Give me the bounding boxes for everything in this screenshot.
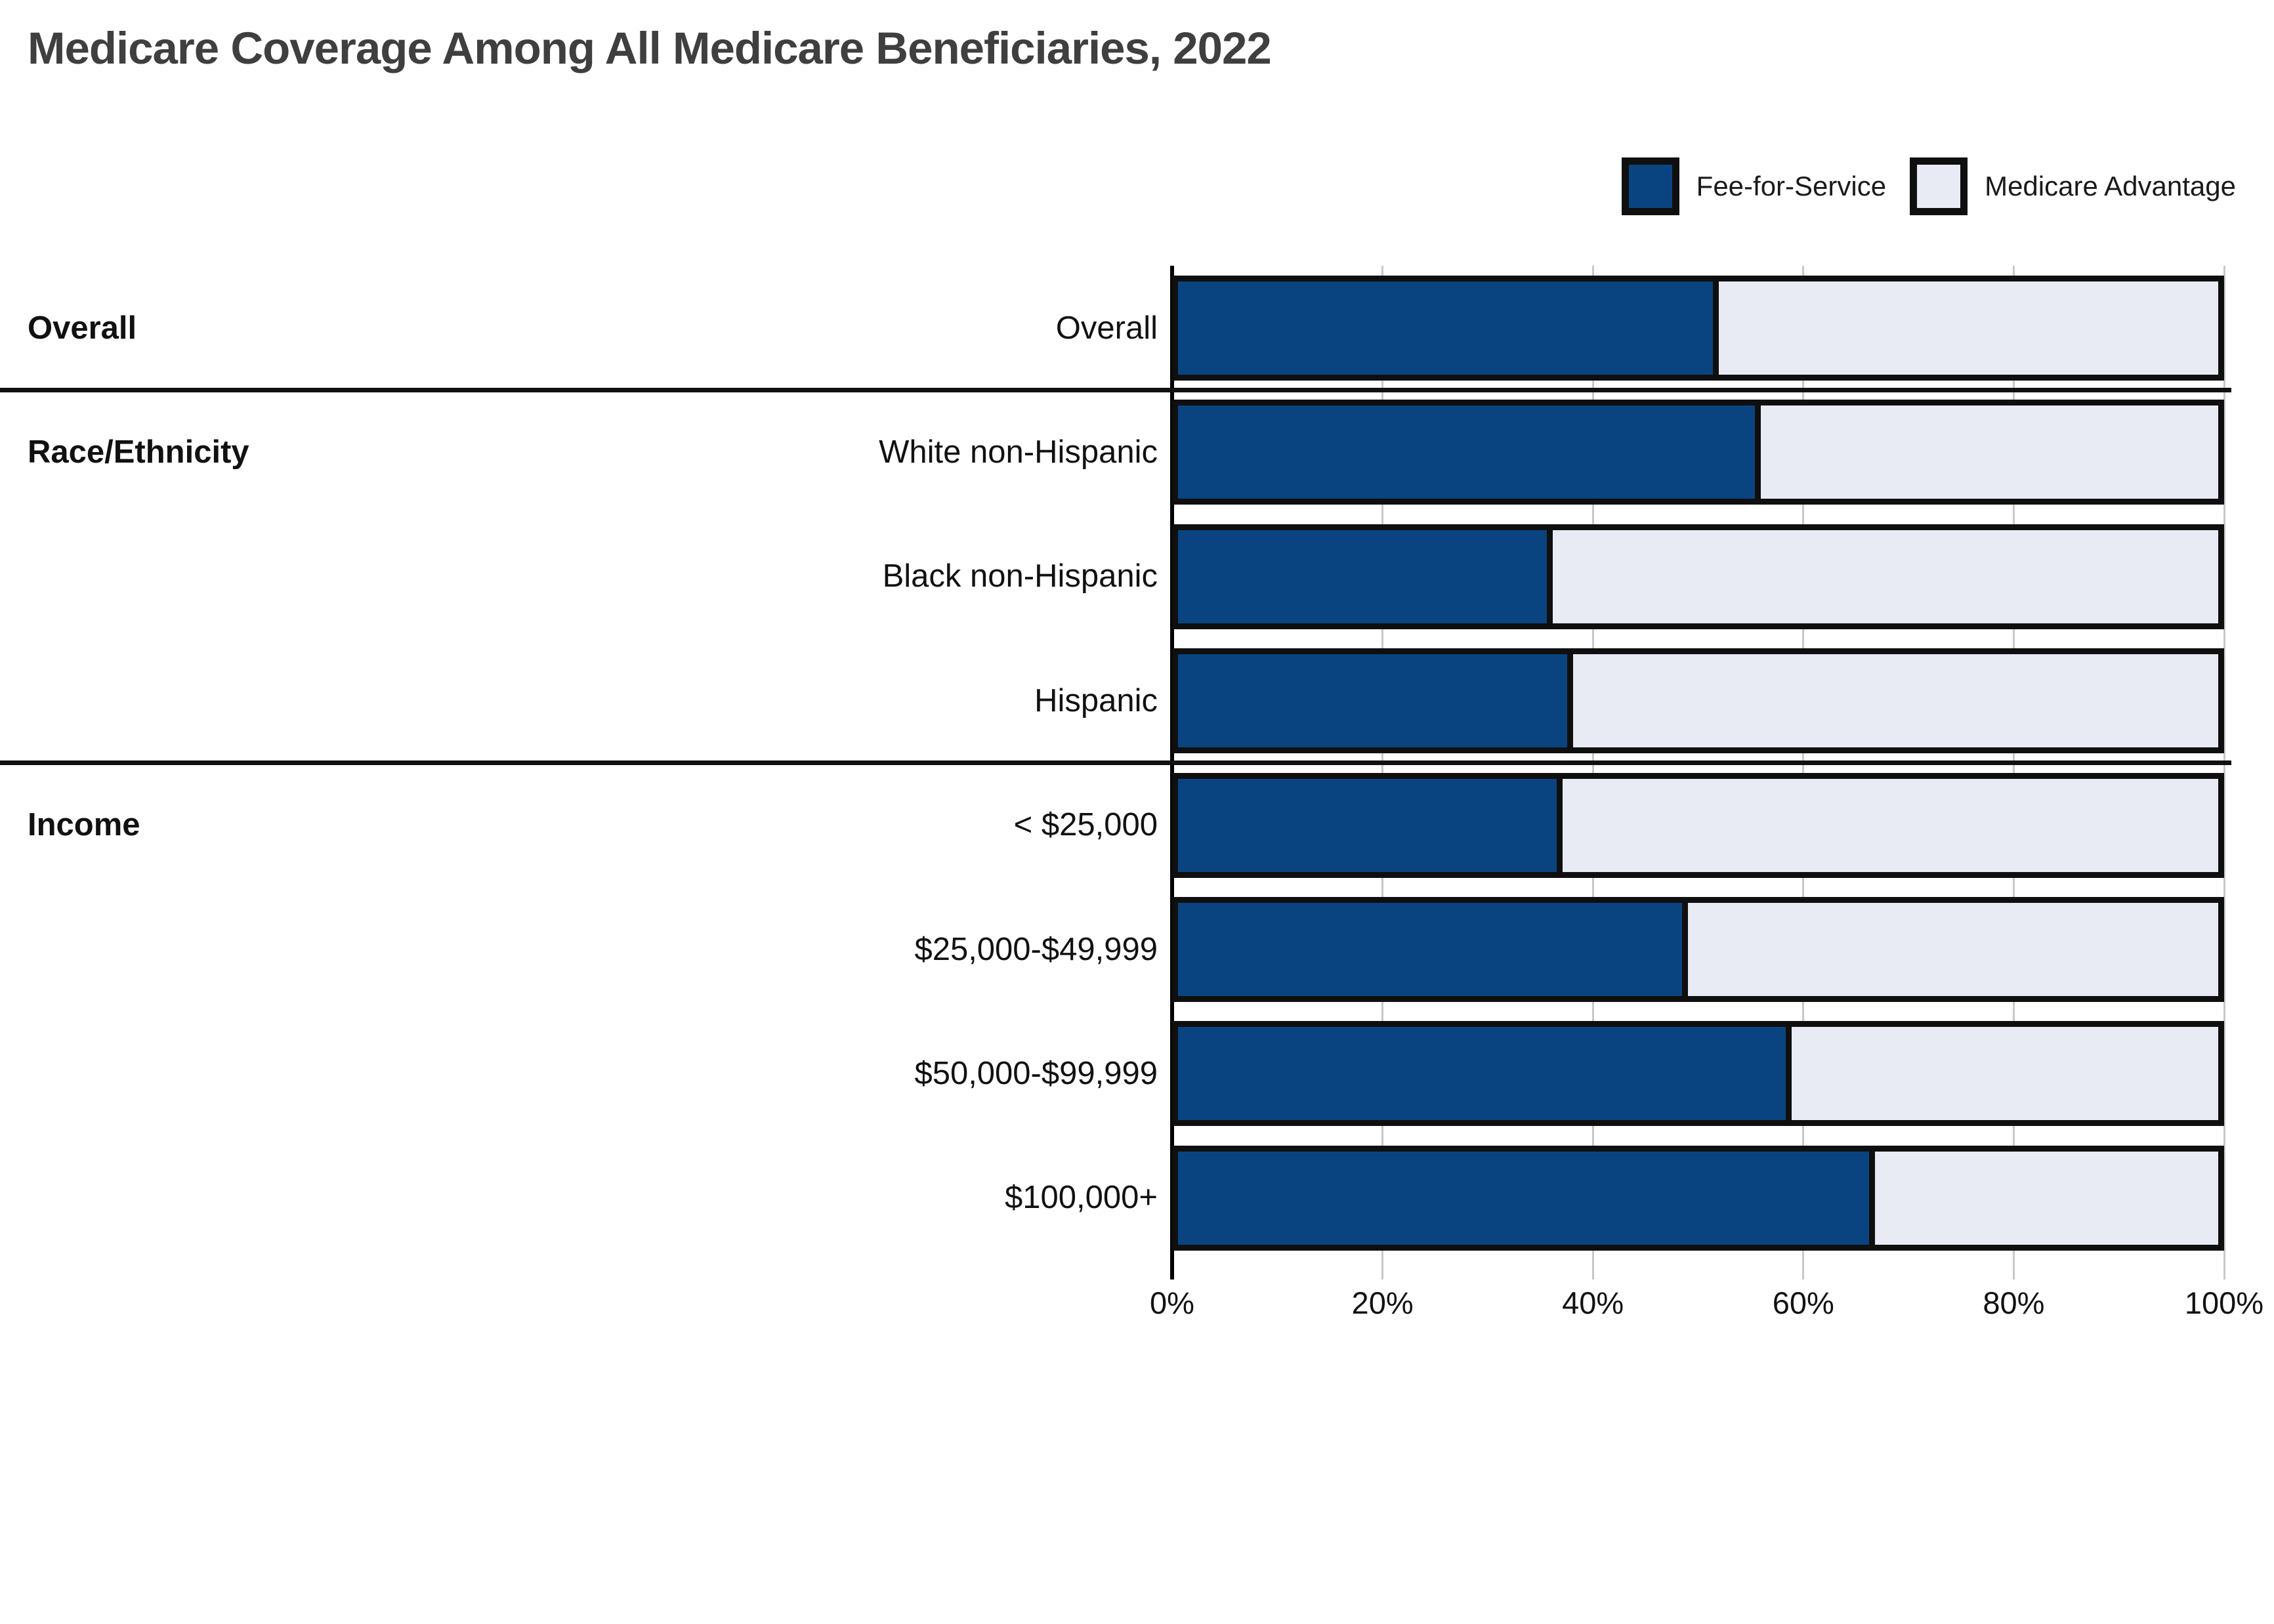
legend-item: Fee-for-Service	[1621, 157, 1887, 215]
bar-track	[1172, 772, 2224, 878]
x-tick-label: 0%	[1150, 1285, 1194, 1320]
bar-segment-medicare-advantage	[1552, 530, 2218, 623]
x-tick-label: 20%	[1351, 1285, 1414, 1320]
category-label: Overall	[1055, 310, 1158, 346]
category-label: Black non-Hispanic	[882, 558, 1158, 594]
gridline	[2223, 266, 2225, 1280]
bar-segment-medicare-advantage	[1573, 654, 2218, 748]
gridline	[2012, 266, 2015, 1280]
bar-segment-fee-for-service	[1178, 1151, 1875, 1245]
legend-item: Medicare Advantage	[1910, 157, 2236, 215]
section-label: Income	[28, 807, 140, 843]
gridline	[1802, 266, 1805, 1280]
bar-segment-medicare-advantage	[1760, 406, 2218, 499]
bar-segment-medicare-advantage	[1687, 903, 2218, 996]
category-label: White non-Hispanic	[879, 434, 1158, 470]
bar-track	[1172, 1021, 2224, 1127]
bar-track	[1172, 648, 2224, 754]
y-axis-line	[1170, 266, 1174, 1280]
section-divider	[0, 760, 2231, 766]
bar-segment-medicare-advantage	[1719, 281, 2218, 375]
section-label: Race/Ethnicity	[28, 434, 249, 470]
x-tick-label: 100%	[2184, 1285, 2264, 1320]
bar-track	[1172, 524, 2224, 629]
x-tick-label: 60%	[1772, 1285, 1834, 1320]
x-tick-label: 40%	[1562, 1285, 1624, 1320]
bar-segment-fee-for-service	[1178, 281, 1719, 375]
legend: Fee-for-Service Medicare Advantage	[1621, 157, 2236, 215]
category-label: Hispanic	[1034, 682, 1158, 718]
bar-segment-fee-for-service	[1178, 903, 1688, 996]
category-label: $100,000+	[1005, 1180, 1158, 1216]
category-label: $50,000-$99,999	[914, 1056, 1158, 1092]
category-label: $25,000-$49,999	[914, 931, 1158, 967]
bar-track	[1172, 276, 2224, 381]
chart-title: Medicare Coverage Among All Medicare Ben…	[28, 23, 1272, 73]
legend-swatch-fee-for-service	[1621, 157, 1679, 215]
gridline	[1591, 266, 1594, 1280]
bar-segment-medicare-advantage	[1874, 1151, 2218, 1245]
gridline	[1381, 266, 1384, 1280]
bar-segment-fee-for-service	[1178, 530, 1553, 623]
bar-segment-fee-for-service	[1178, 406, 1761, 499]
bar-track	[1172, 897, 2224, 1002]
category-label: < $25,000	[1013, 807, 1158, 843]
section-divider	[0, 387, 2231, 392]
bar-segment-fee-for-service	[1178, 778, 1563, 872]
section-label: Overall	[28, 310, 137, 346]
legend-label: Medicare Advantage	[1985, 171, 2236, 201]
bar-segment-medicare-advantage	[1563, 778, 2218, 872]
legend-label: Fee-for-Service	[1696, 171, 1887, 201]
bar-track	[1172, 1145, 2224, 1251]
bar-segment-medicare-advantage	[1792, 1027, 2218, 1121]
bar-segment-fee-for-service	[1178, 654, 1574, 748]
bar-segment-fee-for-service	[1178, 1027, 1792, 1121]
bar-track	[1172, 400, 2224, 505]
legend-swatch-medicare-advantage	[1910, 157, 1968, 215]
x-tick-label: 80%	[1983, 1285, 2045, 1320]
